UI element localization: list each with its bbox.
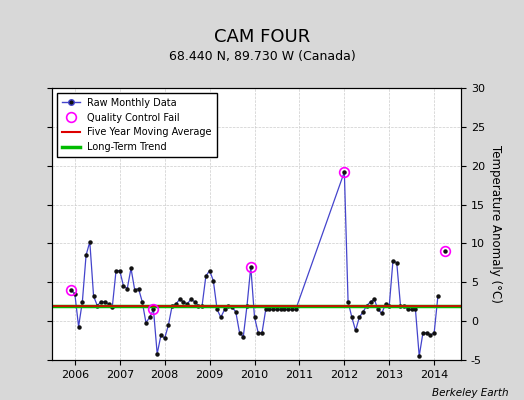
Text: 68.440 N, 89.730 W (Canada): 68.440 N, 89.730 W (Canada) bbox=[169, 50, 355, 63]
Text: CAM FOUR: CAM FOUR bbox=[214, 28, 310, 46]
Legend: Raw Monthly Data, Quality Control Fail, Five Year Moving Average, Long-Term Tren: Raw Monthly Data, Quality Control Fail, … bbox=[57, 93, 217, 157]
Text: Berkeley Earth: Berkeley Earth bbox=[432, 388, 508, 398]
Y-axis label: Temperature Anomaly (°C): Temperature Anomaly (°C) bbox=[489, 145, 501, 303]
